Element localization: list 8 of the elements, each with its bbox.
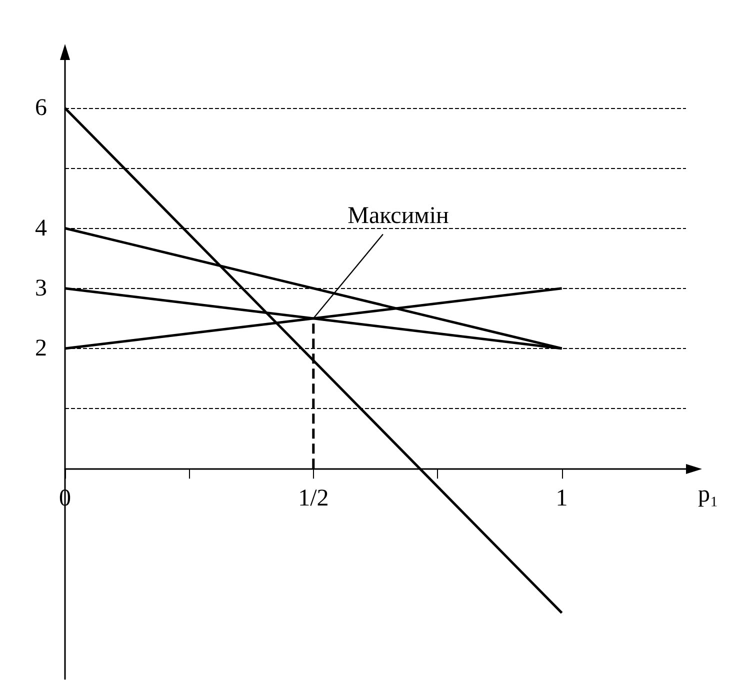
x-tick-label: 1/2 xyxy=(298,486,329,512)
y-tick-label: 2 xyxy=(35,335,47,362)
y-tick-label: 3 xyxy=(35,275,47,302)
y-tick-label: 4 xyxy=(35,215,47,242)
x-tick-label: 1 xyxy=(556,486,568,512)
annotation: Максимін xyxy=(348,202,450,229)
x-axis-title: p₁ xyxy=(698,482,718,508)
y-tick-label: 6 xyxy=(35,95,47,122)
